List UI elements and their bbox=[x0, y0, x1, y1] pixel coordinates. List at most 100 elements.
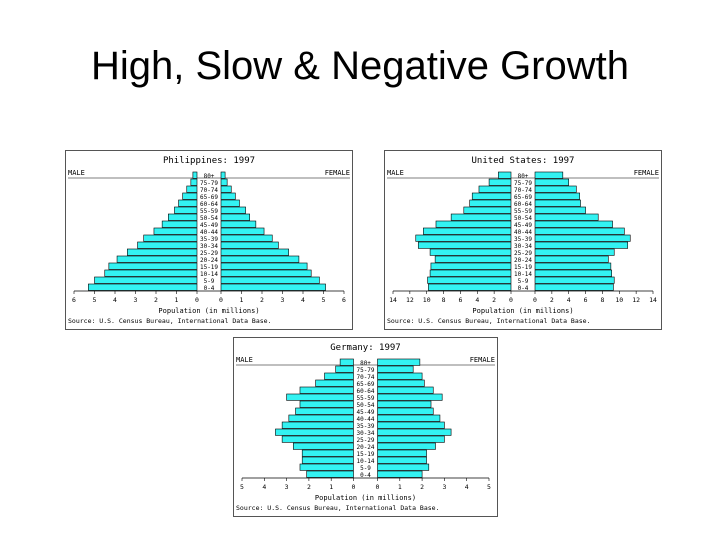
female-bar bbox=[534, 220, 613, 228]
male-label: MALE bbox=[387, 169, 404, 177]
x-tick-label: 1 bbox=[175, 296, 179, 304]
age-group-label: 75-79 bbox=[356, 367, 374, 374]
male-bar bbox=[435, 220, 512, 228]
x-tick-label: 4 bbox=[301, 296, 305, 304]
x-tick-label: 10 bbox=[615, 296, 623, 304]
male-bar bbox=[450, 213, 512, 221]
x-tick-label: 6 bbox=[342, 296, 346, 304]
male-bar bbox=[469, 199, 512, 207]
age-group-label: 25-29 bbox=[356, 437, 374, 444]
age-group-label: 20-24 bbox=[514, 257, 532, 264]
age-group-label: 35-39 bbox=[200, 236, 218, 243]
female-bar bbox=[220, 220, 257, 228]
x-tick-label: 12 bbox=[406, 296, 414, 304]
age-group-label: 50-54 bbox=[514, 215, 532, 222]
x-axis-title: Population (in millions) bbox=[472, 307, 573, 315]
age-group-label: 50-54 bbox=[356, 402, 374, 409]
female-label: FEMALE bbox=[470, 356, 495, 364]
female-bar bbox=[377, 358, 421, 366]
x-tick-label: 5 bbox=[240, 483, 244, 491]
male-bar bbox=[137, 241, 198, 249]
female-bar bbox=[377, 414, 441, 422]
age-group-label: 80+ bbox=[360, 360, 371, 367]
pyramid-panel-germany: Germany: 1997 MALE FEMALE 0-4 5-9 10-14 15-19 2… bbox=[233, 337, 498, 517]
female-bar bbox=[377, 400, 432, 408]
female-bar bbox=[220, 171, 226, 179]
x-axis-title: Population (in millions) bbox=[158, 307, 259, 315]
female-bar bbox=[377, 463, 430, 471]
female-bar bbox=[534, 262, 612, 270]
male-bar bbox=[428, 283, 512, 291]
x-tick-label: 0 bbox=[219, 296, 223, 304]
female-bar bbox=[534, 283, 614, 291]
female-bar bbox=[534, 171, 564, 179]
female-bar bbox=[220, 283, 326, 291]
pyramid-panel-united-states: United States: 1997 MALE FEMALE 0-4 5-9 10-14… bbox=[384, 150, 662, 330]
male-bar bbox=[478, 185, 512, 193]
female-bar bbox=[377, 407, 434, 415]
female-bar bbox=[220, 213, 251, 221]
age-group-label: 60-64 bbox=[200, 201, 218, 208]
x-tick-label: 5 bbox=[487, 483, 491, 491]
female-bar bbox=[220, 276, 320, 284]
male-bar bbox=[299, 386, 354, 394]
age-group-label: 75-79 bbox=[200, 180, 218, 187]
x-tick-label: 4 bbox=[475, 296, 479, 304]
female-bar bbox=[220, 192, 236, 200]
x-tick-label: 6 bbox=[72, 296, 76, 304]
male-bar bbox=[498, 171, 512, 179]
female-bar bbox=[377, 428, 452, 436]
male-bar bbox=[339, 358, 354, 366]
x-tick-label: 0 bbox=[533, 296, 537, 304]
x-tick-label: 4 bbox=[262, 483, 266, 491]
age-group-label: 30-34 bbox=[356, 430, 374, 437]
x-tick-label: 2 bbox=[154, 296, 158, 304]
male-bar bbox=[190, 178, 198, 186]
age-group-label: 60-64 bbox=[514, 201, 532, 208]
x-tick-label: 0 bbox=[509, 296, 513, 304]
age-group-label: 45-49 bbox=[356, 409, 374, 416]
x-tick-label: 1 bbox=[240, 296, 244, 304]
male-bar bbox=[178, 199, 198, 207]
male-bar bbox=[429, 269, 512, 277]
age-group-label: 35-39 bbox=[356, 423, 374, 430]
age-group-label: 40-44 bbox=[200, 229, 218, 236]
source-note: Source: U.S. Census Bureau, Internationa… bbox=[68, 317, 272, 325]
x-tick-label: 5 bbox=[93, 296, 97, 304]
male-bar bbox=[168, 213, 198, 221]
x-tick-label: 3 bbox=[442, 483, 446, 491]
female-bar bbox=[377, 372, 423, 380]
source-note: Source: U.S. Census Bureau, Internationa… bbox=[387, 317, 591, 325]
pyramid-panel-philippines: Philippines: 1997 MALE FEMALE 0-4 5-9 10-14 15… bbox=[65, 150, 353, 330]
male-bar bbox=[471, 192, 512, 200]
male-bar bbox=[116, 255, 198, 263]
female-bar bbox=[220, 241, 279, 249]
age-group-label: 45-49 bbox=[514, 222, 532, 229]
x-tick-label: 8 bbox=[600, 296, 604, 304]
female-bar bbox=[220, 206, 246, 214]
female-bar bbox=[220, 178, 228, 186]
female-bar bbox=[534, 213, 599, 221]
male-bar bbox=[299, 400, 354, 408]
female-bar bbox=[534, 269, 612, 277]
male-bar bbox=[427, 276, 512, 284]
age-group-label: 20-24 bbox=[200, 257, 218, 264]
age-group-label: 70-74 bbox=[200, 187, 218, 194]
x-tick-label: 3 bbox=[134, 296, 138, 304]
female-label: FEMALE bbox=[325, 169, 350, 177]
male-bar bbox=[415, 234, 512, 242]
male-bar bbox=[324, 372, 354, 380]
age-group-label: 30-34 bbox=[200, 243, 218, 250]
female-bar bbox=[534, 255, 609, 263]
male-bar bbox=[301, 456, 354, 464]
x-tick-label: 2 bbox=[420, 483, 424, 491]
male-label: MALE bbox=[236, 356, 253, 364]
male-bar bbox=[292, 442, 354, 450]
age-group-label: 35-39 bbox=[514, 236, 532, 243]
female-bar bbox=[534, 185, 577, 193]
male-bar bbox=[434, 255, 512, 263]
age-group-label: 30-34 bbox=[514, 243, 532, 250]
male-bar bbox=[281, 435, 354, 443]
male-bar bbox=[174, 206, 198, 214]
chart-title: United States: 1997 bbox=[472, 156, 575, 166]
